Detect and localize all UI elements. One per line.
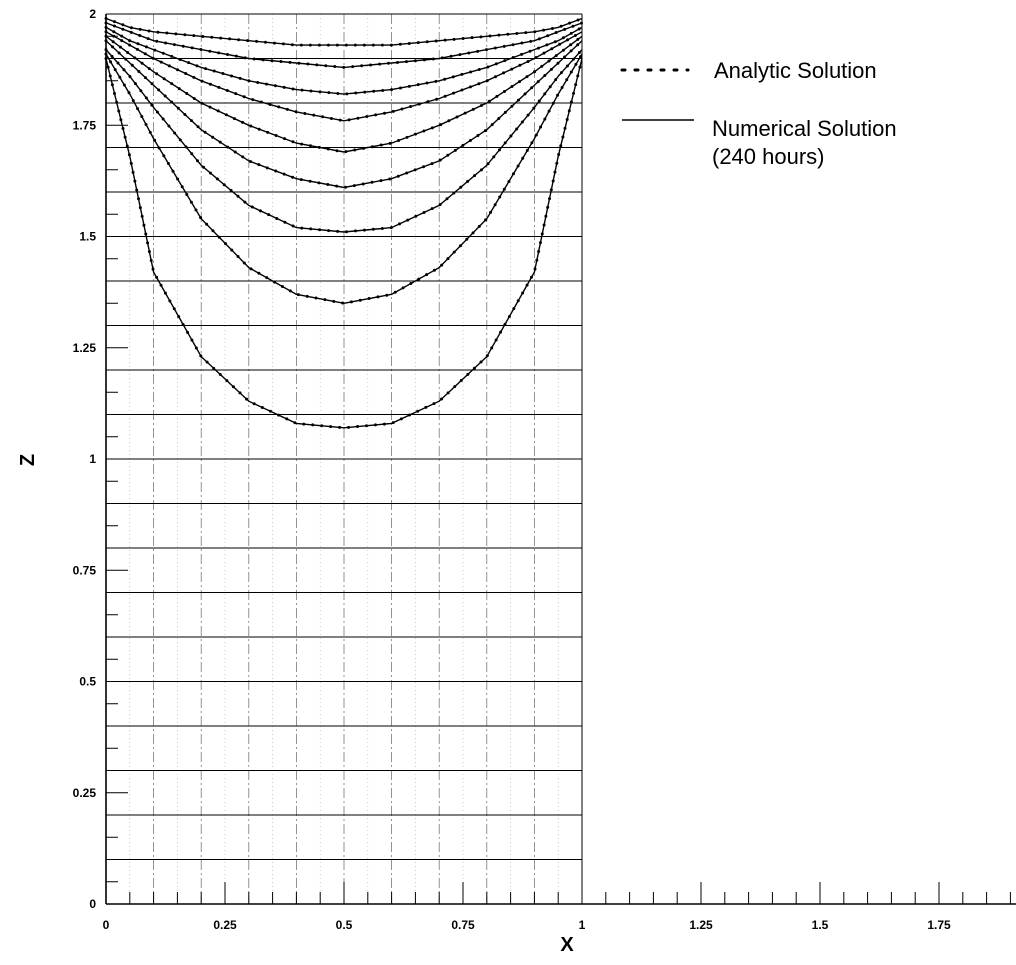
x-tick-label: 1.75 [927, 918, 951, 932]
series-line-analytic [104, 30, 584, 123]
series-line-numerical [105, 40, 583, 189]
series-line-analytic [104, 34, 584, 154]
x-tick-label: 1 [579, 918, 586, 932]
series-line-numerical [105, 58, 583, 429]
legend: Analytic Solution Numerical Solution (24… [620, 58, 897, 169]
x-tick-label: 0.25 [213, 918, 237, 932]
x-tick-label: 0.75 [451, 918, 475, 932]
y-tick-label: 1.25 [73, 341, 97, 355]
ticks: 0 0.25 0.5 0.75 1 1.25 1.5 1.75 2 0 0.25 0.5 0.75 1 1.… [73, 7, 1011, 932]
x-axis-title: X [560, 934, 574, 956]
x-tick-label: 0.5 [336, 918, 353, 932]
series-line-analytic [104, 25, 584, 96]
legend-numerical-label-2: (240 hours) [712, 144, 825, 169]
x-tick-label: 0 [103, 918, 110, 932]
y-tick-label: 1.5 [79, 230, 96, 244]
y-tick-label: 0 [89, 897, 96, 911]
series-group [104, 17, 584, 430]
x-tick-label: 1.25 [689, 918, 713, 932]
series-line-analytic [104, 17, 584, 47]
y-tick-label: 0.25 [73, 786, 97, 800]
series-line-analytic [104, 21, 584, 69]
grid [106, 14, 582, 904]
series-line-analytic [104, 52, 584, 305]
y-tick-label: 0.75 [73, 563, 97, 577]
y-tick-label: 1.75 [73, 118, 97, 132]
legend-numerical-label: Numerical Solution [712, 116, 897, 141]
legend-analytic-label: Analytic Solution [714, 58, 877, 83]
y-axis-title: Z [17, 454, 39, 466]
y-tick-label: 1 [89, 452, 96, 466]
series-line-analytic [104, 48, 584, 234]
y-tick-label: 0.5 [79, 675, 96, 689]
y-tick-label: 2 [89, 7, 96, 21]
x-tick-label: 1.5 [812, 918, 829, 932]
